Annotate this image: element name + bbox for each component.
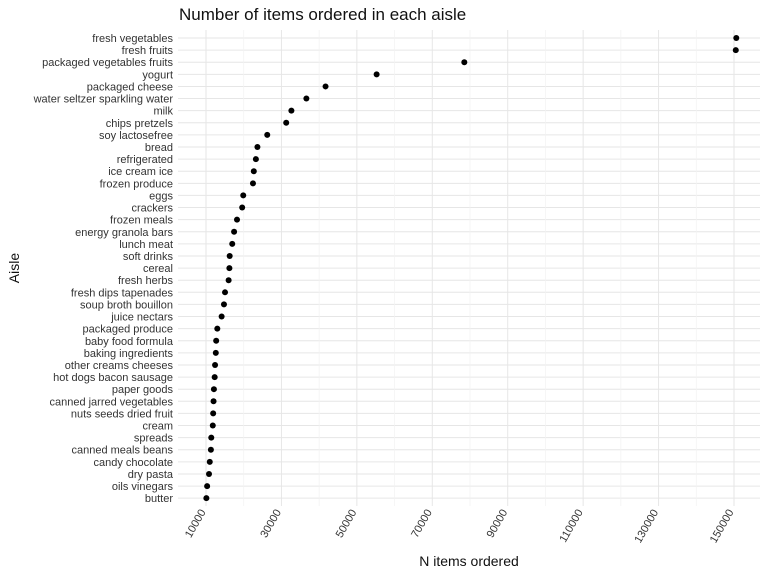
data-point: [212, 361, 219, 368]
data-point: [234, 216, 241, 223]
data-point: [210, 410, 217, 417]
y-tick-label: cream: [142, 421, 173, 433]
data-point: [303, 95, 310, 102]
data-point: [222, 289, 229, 296]
x-axis-title: N items ordered: [419, 553, 519, 569]
y-tick-label: soft drinks: [123, 251, 174, 263]
y-tick-label: baby food formula: [85, 336, 174, 348]
y-tick-label: candy chocolate: [94, 457, 174, 469]
y-tick-label: crackers: [131, 203, 173, 215]
data-point: [240, 192, 247, 199]
x-tick-label: 50000: [334, 508, 360, 540]
y-tick-label: fresh dips tapenades: [71, 287, 174, 299]
grid: [178, 30, 760, 506]
y-tick-label: butter: [145, 493, 173, 505]
data-point: [210, 398, 217, 405]
data-point: [209, 422, 216, 429]
y-tick-label: water seltzer sparkling water: [33, 94, 174, 106]
data-point: [213, 337, 220, 344]
chart-title: Number of items ordered in each aisle: [179, 5, 466, 24]
data-point: [210, 386, 217, 393]
data-points: [203, 35, 740, 502]
data-point: [254, 143, 261, 150]
data-point: [229, 240, 236, 247]
y-tick-label: packaged cheese: [87, 81, 173, 93]
data-point: [206, 470, 213, 477]
y-tick-label: hot dogs bacon sausage: [53, 372, 173, 384]
y-tick-label: spreads: [134, 433, 174, 445]
data-point: [373, 71, 380, 78]
data-point: [206, 458, 213, 465]
data-point: [322, 83, 329, 90]
data-point: [214, 325, 221, 332]
data-point: [250, 168, 257, 175]
data-point: [207, 446, 214, 453]
y-tick-label: eggs: [149, 190, 173, 202]
y-axis-title: Aisle: [6, 253, 22, 284]
y-tick-label: paper goods: [112, 384, 174, 396]
y-tick-label: chips pretzels: [106, 118, 174, 130]
data-point: [461, 59, 468, 66]
y-tick-label: lunch meat: [119, 239, 173, 251]
x-tick-labels: 10000 30000 50000 70000 90000 110000 130000 150…: [183, 508, 737, 546]
x-tick-label: 90000: [485, 508, 511, 540]
y-tick-label: refrigerated: [117, 154, 173, 166]
y-tick-label: packaged vegetables fruits: [42, 57, 173, 69]
y-tick-label: ice cream ice: [108, 166, 173, 178]
data-point: [283, 119, 290, 126]
y-tick-label: baking ingredients: [84, 348, 174, 360]
data-point: [288, 107, 295, 114]
y-tick-label: cereal: [143, 263, 173, 275]
data-point: [220, 301, 227, 308]
data-point: [264, 131, 271, 138]
y-tick-label: fresh herbs: [118, 275, 174, 287]
y-tick-label: oils vinegars: [112, 481, 174, 493]
y-tick-label: milk: [153, 106, 173, 118]
y-tick-label: canned jarred vegetables: [49, 396, 173, 408]
x-tick-label: 110000: [557, 508, 585, 545]
data-point: [226, 265, 233, 272]
y-tick-label: packaged produce: [82, 324, 173, 336]
y-tick-label: soup broth bouillon: [80, 299, 173, 311]
data-point: [212, 349, 219, 356]
x-tick-label: 10000: [183, 508, 209, 540]
y-tick-label: other creams cheeses: [65, 360, 174, 372]
data-point: [239, 204, 246, 211]
x-tick-label: 130000: [632, 508, 661, 546]
data-point: [225, 277, 232, 284]
data-point: [203, 495, 210, 502]
x-tick-label: 150000: [708, 508, 737, 546]
y-tick-label: canned meals beans: [71, 445, 173, 457]
y-tick-label: frozen produce: [100, 178, 173, 190]
data-point: [733, 35, 740, 41]
x-tick-label: 30000: [258, 508, 284, 540]
y-tick-label: fresh fruits: [122, 45, 174, 57]
y-tick-label: nuts seeds dried fruit: [71, 408, 173, 420]
data-point: [732, 47, 739, 54]
x-tick-label: 70000: [409, 508, 435, 540]
y-tick-label: energy granola bars: [75, 227, 173, 239]
data-point: [226, 252, 233, 259]
y-tick-label: soy lactosefree: [99, 130, 173, 142]
y-tick-label: juice nectars: [110, 312, 173, 324]
data-point: [218, 313, 225, 320]
data-point: [208, 434, 215, 441]
y-tick-label: bread: [145, 142, 173, 154]
y-tick-label: dry pasta: [128, 469, 174, 481]
data-point: [249, 180, 256, 187]
data-point: [211, 374, 218, 381]
y-tick-label: yogurt: [142, 69, 173, 81]
y-tick-label: fresh vegetables: [92, 33, 173, 45]
data-point: [204, 483, 211, 490]
y-tick-label: frozen meals: [110, 215, 173, 227]
data-point: [252, 156, 259, 163]
data-point: [231, 228, 238, 235]
